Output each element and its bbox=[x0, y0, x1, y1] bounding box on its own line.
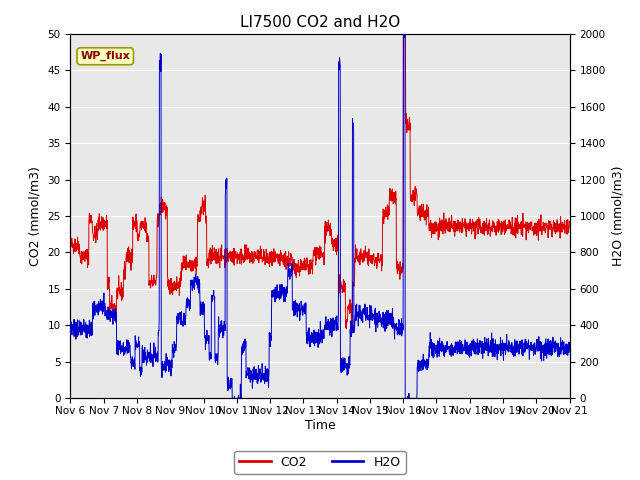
Title: LI7500 CO2 and H2O: LI7500 CO2 and H2O bbox=[240, 15, 400, 30]
Text: WP_flux: WP_flux bbox=[81, 51, 130, 61]
X-axis label: Time: Time bbox=[305, 419, 335, 432]
Legend: CO2, H2O: CO2, H2O bbox=[234, 451, 406, 474]
Y-axis label: H2O (mmol/m3): H2O (mmol/m3) bbox=[611, 166, 624, 266]
Y-axis label: CO2 (mmol/m3): CO2 (mmol/m3) bbox=[29, 166, 42, 266]
